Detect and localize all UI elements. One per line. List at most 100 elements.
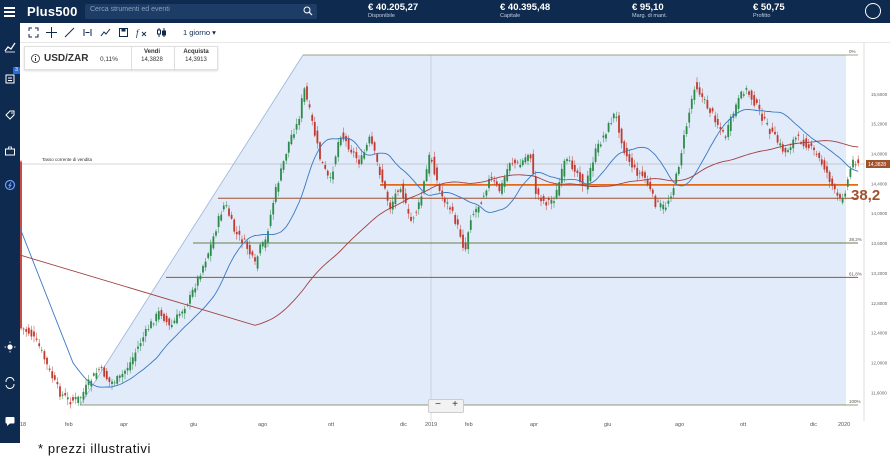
candle xyxy=(204,261,207,268)
candle xyxy=(295,124,298,130)
funds-icon[interactable] xyxy=(4,179,16,191)
fib-level-label: 100% xyxy=(849,399,861,404)
positions-icon[interactable] xyxy=(4,73,16,85)
candle xyxy=(719,127,722,130)
candle xyxy=(490,176,493,179)
candle xyxy=(98,369,100,370)
price-chart[interactable]: 0% 38,2% 61,8% 100% 15,6000 15,2000 14,8000 14,… xyxy=(20,43,890,421)
candle xyxy=(269,214,272,227)
light-mode-icon[interactable] xyxy=(4,341,16,353)
zoom-out-button[interactable]: − xyxy=(435,399,441,410)
candle xyxy=(594,148,597,162)
candle xyxy=(844,193,847,197)
save-icon[interactable] xyxy=(118,27,129,38)
candle xyxy=(716,118,719,125)
candle xyxy=(33,331,35,337)
candle xyxy=(118,375,121,378)
chart-type-icon[interactable] xyxy=(100,27,111,38)
candle xyxy=(365,144,368,151)
candle xyxy=(657,200,659,202)
app-logo: Plus500 xyxy=(27,4,78,19)
candle xyxy=(651,189,654,194)
zoom-control: − + xyxy=(428,399,464,413)
candle xyxy=(394,193,397,204)
fib-level-label: 61,8% xyxy=(849,271,862,276)
menu-button[interactable] xyxy=(0,0,20,23)
candle xyxy=(85,384,87,395)
candle xyxy=(261,242,264,247)
candle xyxy=(22,328,25,330)
chart-icon[interactable] xyxy=(4,41,16,53)
crosshair-icon[interactable] xyxy=(46,27,57,38)
candle xyxy=(139,343,142,347)
candle xyxy=(147,329,150,330)
y-tick-label: 15,6000 xyxy=(871,92,888,97)
candle xyxy=(633,164,636,168)
indicators-icon[interactable]: f xyxy=(136,27,147,38)
search-icon[interactable] xyxy=(303,6,313,16)
candle xyxy=(446,202,449,204)
fullscreen-icon[interactable] xyxy=(28,27,39,38)
timeframe-select[interactable]: 1 giorno ▾ xyxy=(183,28,216,37)
fib-level-label: 38,2% xyxy=(849,237,862,242)
range-icon[interactable] xyxy=(82,27,93,38)
briefcase-icon[interactable] xyxy=(4,145,16,157)
candle xyxy=(521,160,524,166)
tag-icon[interactable] xyxy=(4,109,16,121)
candle xyxy=(233,219,236,232)
x-tick-label: dic xyxy=(400,422,408,428)
x-tick-label: giu xyxy=(190,422,198,428)
candle xyxy=(423,181,425,193)
candle xyxy=(742,94,745,96)
candle xyxy=(308,104,311,108)
buy-button[interactable]: Acquista 14,3913 xyxy=(183,49,209,63)
candle xyxy=(35,338,38,340)
x-tick-label: feb xyxy=(65,422,73,428)
x-tick-label: feb xyxy=(465,422,473,428)
candle xyxy=(415,211,418,213)
candle xyxy=(355,152,358,159)
candle xyxy=(540,197,542,202)
candle xyxy=(644,172,646,178)
candle xyxy=(519,164,522,168)
candle xyxy=(121,373,124,378)
swap-icon[interactable] xyxy=(4,377,16,389)
candle xyxy=(290,134,293,145)
candle xyxy=(46,357,48,365)
candle xyxy=(836,192,839,196)
candle xyxy=(59,386,61,397)
candle xyxy=(592,162,594,172)
search-input[interactable]: Cerca strumenti ed eventi xyxy=(85,4,317,19)
candle xyxy=(605,134,607,139)
candle xyxy=(459,229,462,237)
candle xyxy=(150,321,152,329)
chat-icon[interactable] xyxy=(4,415,16,427)
candle xyxy=(537,188,540,195)
profile-icon[interactable] xyxy=(865,3,881,19)
info-icon[interactable] xyxy=(31,54,40,63)
candle xyxy=(794,137,797,140)
zoom-in-button[interactable]: + xyxy=(452,399,458,410)
candle xyxy=(560,168,563,184)
candle xyxy=(324,165,327,169)
y-tick-label: 13,6000 xyxy=(871,241,888,246)
draw-line-icon[interactable] xyxy=(64,27,75,38)
fib-level-highlight: 38,2 xyxy=(851,187,881,204)
candle xyxy=(425,169,428,182)
candle xyxy=(688,112,691,123)
candle xyxy=(711,108,714,112)
kpi-equity: € 40.395,48 Capitale xyxy=(500,2,551,19)
candles-icon[interactable] xyxy=(156,27,167,38)
y-tick-label: 14,8000 xyxy=(871,152,888,157)
candle xyxy=(332,171,334,180)
candle xyxy=(191,289,194,297)
candle xyxy=(126,367,129,371)
sell-button[interactable]: Vendi 14,3828 xyxy=(141,49,163,63)
candle xyxy=(373,142,376,151)
candle xyxy=(839,194,841,199)
candle xyxy=(235,231,238,235)
candle xyxy=(397,190,399,192)
candle xyxy=(181,311,184,314)
sidebar: 3 xyxy=(0,23,20,443)
